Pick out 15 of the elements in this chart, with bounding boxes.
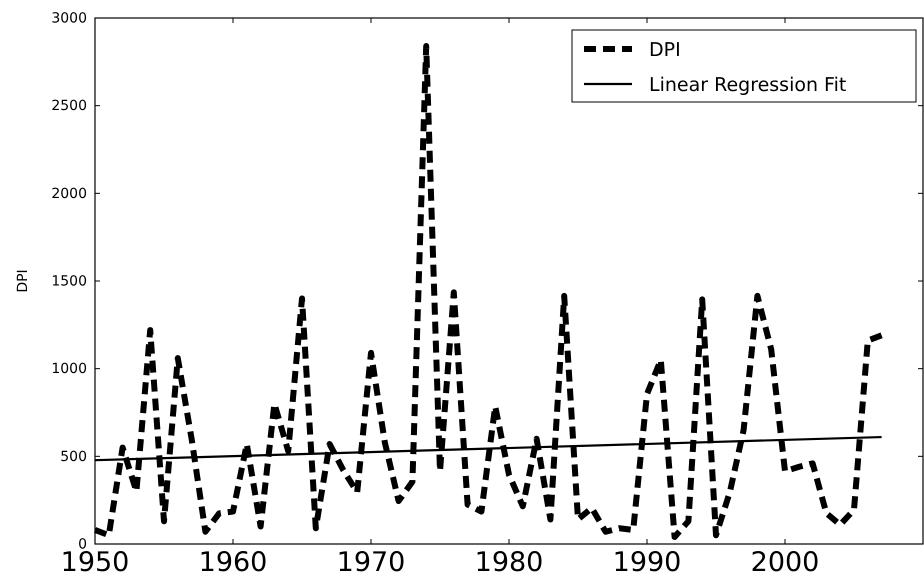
y-tick-label: 1000 bbox=[51, 361, 87, 378]
y-tick-label: 3000 bbox=[51, 10, 87, 26]
x-tick-label: 2000 bbox=[750, 547, 820, 578]
y-tick-label: 0 bbox=[78, 536, 87, 552]
legend-label: Linear Regression Fit bbox=[649, 74, 846, 96]
x-tick-label: 1960 bbox=[198, 547, 268, 578]
x-tick-label: 1970 bbox=[336, 547, 406, 578]
y-tick-label: 500 bbox=[60, 448, 87, 465]
x-tick-label: 1980 bbox=[474, 547, 544, 578]
y-axis-title: DPI bbox=[15, 269, 31, 293]
y-tick-label: 2000 bbox=[51, 186, 87, 202]
y-tick-label: 1500 bbox=[51, 273, 87, 290]
y-tick-label: 2500 bbox=[51, 98, 87, 114]
x-tick-label: 1990 bbox=[612, 547, 682, 578]
legend-label: DPI bbox=[649, 39, 681, 61]
